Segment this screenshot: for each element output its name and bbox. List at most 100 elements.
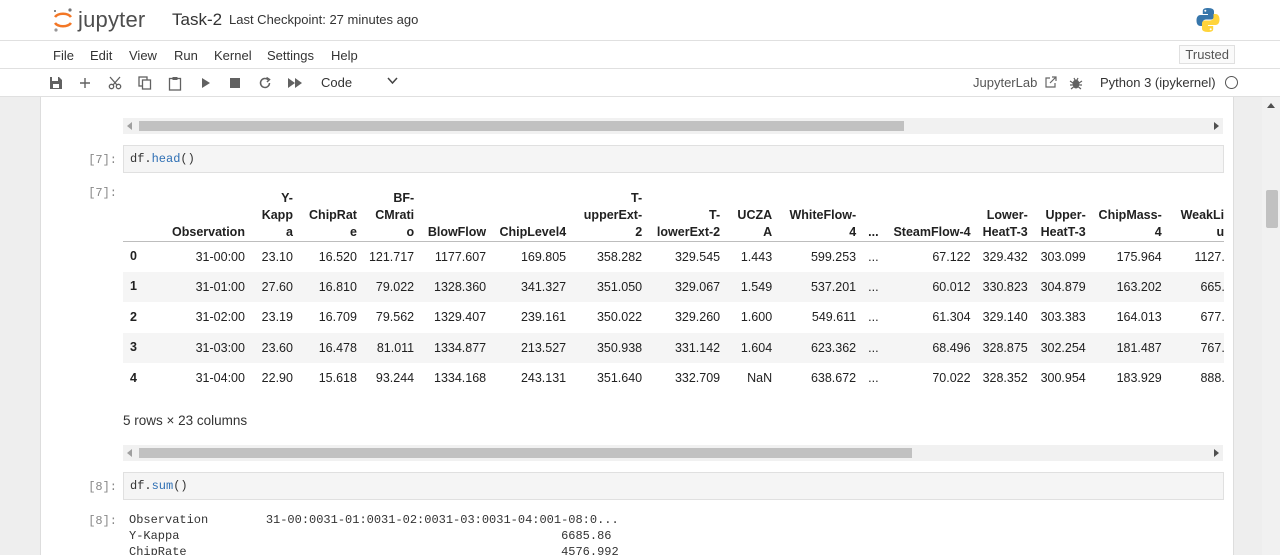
cut-icon[interactable] [107, 75, 123, 91]
column-header: WeakLiquo [1180, 207, 1224, 239]
menu-view[interactable]: View [129, 48, 157, 63]
table-cell: 31-01:00 [195, 279, 245, 294]
cell-type-select[interactable]: Code [321, 75, 353, 90]
table-cell: 350.022 [596, 310, 643, 325]
output-line: ChipRate 4576.992 [129, 545, 619, 555]
column-header: ChipLevel4 [499, 224, 567, 239]
menu-file[interactable]: File [53, 48, 74, 63]
scrollbar-thumb[interactable] [1266, 190, 1278, 228]
column-header: Upper-HeatT-3 [1040, 207, 1086, 239]
page-vertical-scrollbar[interactable] [1262, 97, 1280, 555]
table-cell: 328.875 [982, 340, 1028, 355]
trusted-badge[interactable]: Trusted [1179, 45, 1235, 64]
table-cell: 329.140 [982, 310, 1028, 325]
table-cell: 351.640 [596, 371, 643, 386]
scroll-left-icon[interactable] [127, 122, 133, 130]
table-cell: 23.19 [261, 310, 293, 325]
table-cell: 599.253 [810, 249, 857, 264]
scroll-up-icon[interactable] [1267, 102, 1275, 108]
table-cell: 888.4 [1200, 371, 1224, 386]
table-cell: 1.600 [740, 310, 773, 325]
table-row: 3 31-03:00 23.60 16.478 81.011 1334.877 213.52… [123, 332, 1224, 363]
table-cell: 61.304 [932, 310, 971, 325]
run-icon[interactable] [198, 75, 214, 91]
code-function: head [151, 152, 181, 166]
table-cell: 31-02:00 [195, 310, 245, 325]
table-cell: ... [868, 279, 879, 294]
table-cell: 16.709 [318, 310, 357, 325]
output-horizontal-scrollbar[interactable] [123, 118, 1223, 134]
column-header: ChipMass-4 [1098, 207, 1162, 239]
table-cell: 81.011 [376, 340, 415, 355]
restart-icon[interactable] [257, 75, 273, 91]
row-index: 2 [130, 309, 137, 324]
fast-forward-icon[interactable] [287, 75, 303, 91]
scroll-right-icon[interactable] [1213, 122, 1219, 130]
table-row: 4 31-04:00 22.90 15.618 93.244 1334.168 243.13… [123, 363, 1224, 394]
stop-icon[interactable] [227, 75, 243, 91]
table-cell: ... [868, 371, 879, 386]
table-cell: 537.201 [810, 279, 857, 294]
table-cell: 665.9 [1200, 279, 1224, 294]
table-cell: 16.810 [318, 279, 357, 294]
jupyterlab-link[interactable]: JupyterLab [973, 75, 1057, 90]
table-cell: 164.013 [1116, 310, 1162, 325]
table-cell: 67.122 [932, 249, 971, 264]
menu-edit[interactable]: Edit [90, 48, 113, 63]
chevron-down-icon[interactable] [387, 77, 398, 85]
table-cell: 93.244 [375, 371, 415, 386]
notebook-toolbar: Code JupyterLab Python 3 (ipykernel) [0, 69, 1280, 97]
notebook-title[interactable]: Task-2 [172, 10, 223, 29]
table-cell: 239.161 [520, 310, 567, 325]
checkpoint-status: Last Checkpoint: 27 minutes ago [229, 12, 419, 27]
table-cell: 79.562 [375, 310, 415, 325]
column-header: Y-Kappa [261, 190, 293, 239]
scrollbar-thumb[interactable] [139, 448, 912, 458]
table-cell: 331.142 [674, 340, 721, 355]
column-header: UCZAA [737, 207, 773, 239]
code-cell-input[interactable]: df.head() [123, 145, 1224, 173]
top-bar: jupyter Task-2 Last Checkpoint: 27 minut… [0, 0, 1280, 41]
table-cell: 328.352 [982, 371, 1028, 386]
output-horizontal-scrollbar[interactable] [123, 445, 1223, 461]
table-cell: 213.527 [520, 340, 567, 355]
dataframe-output: Observation Y-Kappa ChipRate BF-CMratio Blow… [123, 181, 1224, 395]
menu-kernel[interactable]: Kernel [214, 48, 252, 63]
python-logo-icon [1196, 8, 1220, 32]
code-object: df. [130, 479, 152, 493]
scrollbar-thumb[interactable] [139, 121, 904, 131]
table-cell: 70.022 [932, 371, 971, 386]
copy-icon[interactable] [137, 75, 153, 91]
column-header: T-lowerExt-2 [656, 207, 721, 239]
code-parens: () [173, 479, 188, 493]
scroll-left-icon[interactable] [127, 449, 133, 457]
menu-help[interactable]: Help [331, 48, 358, 63]
jupyter-logo[interactable]: jupyter [52, 6, 145, 34]
table-cell: 31-04:00 [195, 371, 245, 386]
table-cell: 302.254 [1040, 340, 1086, 355]
table-cell: 1334.168 [434, 371, 487, 386]
jupyter-logo-icon [53, 8, 73, 32]
column-header: SteamFlow-4 [893, 224, 971, 239]
input-prompt: [7]: [88, 153, 117, 167]
kernel-name[interactable]: Python 3 (ipykernel) [1100, 75, 1216, 90]
add-icon[interactable] [77, 75, 93, 91]
scroll-right-icon[interactable] [1213, 449, 1219, 457]
menu-settings[interactable]: Settings [267, 48, 314, 63]
table-cell: 303.099 [1040, 249, 1086, 264]
table-cell: 31-03:00 [195, 340, 245, 355]
code-cell-input[interactable]: df.sum() [123, 472, 1224, 500]
input-prompt: [8]: [88, 480, 117, 494]
table-cell: 329.545 [674, 249, 721, 264]
debugger-icon[interactable] [1068, 75, 1084, 91]
paste-icon[interactable] [167, 75, 183, 91]
table-cell: 767.8 [1200, 340, 1224, 355]
menu-run[interactable]: Run [174, 48, 198, 63]
table-cell: 121.717 [368, 249, 415, 264]
table-cell: 1328.360 [434, 279, 487, 294]
save-icon[interactable] [48, 75, 64, 91]
table-cell: 1177.607 [434, 249, 487, 264]
table-cell: 16.520 [318, 249, 357, 264]
output-line: Observation 31-00:0031-01:0031-02:0031-0… [129, 513, 619, 527]
table-cell: 1334.877 [434, 340, 487, 355]
